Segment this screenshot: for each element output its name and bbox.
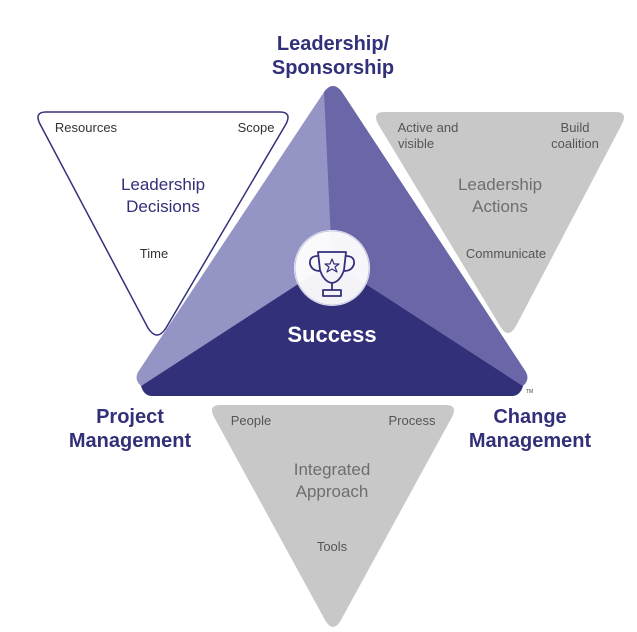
label-change-management-line1: Change xyxy=(493,406,567,428)
panel-approach-shape xyxy=(212,405,454,627)
trophy-icon xyxy=(309,251,355,297)
label-project-management: Project Management xyxy=(40,405,220,453)
decisions-title-line2: Decisions xyxy=(126,197,200,216)
actions-item-build-coalition: Build coalition xyxy=(538,120,612,152)
actions-title: Leadership Actions xyxy=(435,174,565,218)
success-label: Success xyxy=(287,322,377,347)
label-leadership-sponsorship: Leadership/ Sponsorship xyxy=(233,32,433,80)
actions-title-line2: Actions xyxy=(472,197,528,216)
triangle-right-facet xyxy=(324,86,528,386)
approach-title-line1: Integrated xyxy=(293,460,371,479)
label-project-management-line1: Project xyxy=(96,406,164,428)
label-leadership-sponsorship-line1: Leadership/ xyxy=(276,33,390,55)
actions-item-active-visible: Active and visible xyxy=(382,120,474,152)
approach-item-tools: Tools xyxy=(316,539,348,554)
triangle-bottom-facet xyxy=(141,262,523,396)
label-change-management-line2: Management xyxy=(468,430,592,452)
panel-decisions-shape xyxy=(37,111,289,336)
approach-item-process: Process xyxy=(388,413,436,428)
actions-title-line1: Leadership xyxy=(457,175,543,194)
decisions-item-scope: Scope xyxy=(237,120,275,135)
decisions-title-line1: Leadership xyxy=(120,175,206,194)
actions-item-active-visible-line1: Active and xyxy=(397,120,459,135)
label-change-management: Change Management xyxy=(443,405,617,453)
actions-item-build-coalition-line1: Build xyxy=(560,120,590,135)
approach-title: Integrated Approach xyxy=(267,459,397,503)
triangle-left-facet xyxy=(136,86,342,386)
panel-actions-shape xyxy=(376,112,624,333)
label-leadership-sponsorship-line2: Sponsorship xyxy=(271,57,395,79)
decisions-item-resources: Resources xyxy=(54,120,118,135)
approach-title-line2: Approach xyxy=(295,482,369,501)
trademark-mark: TM xyxy=(526,389,534,395)
actions-item-communicate: Communicate xyxy=(465,246,547,261)
success-medallion xyxy=(294,230,370,306)
decisions-title: Leadership Decisions xyxy=(98,174,228,218)
actions-item-build-coalition-line2: coalition xyxy=(551,136,599,151)
decisions-item-time: Time xyxy=(139,246,169,261)
approach-item-people: People xyxy=(230,413,272,428)
label-project-management-line2: Management xyxy=(68,430,192,452)
actions-item-active-visible-line2: visible xyxy=(397,136,435,151)
